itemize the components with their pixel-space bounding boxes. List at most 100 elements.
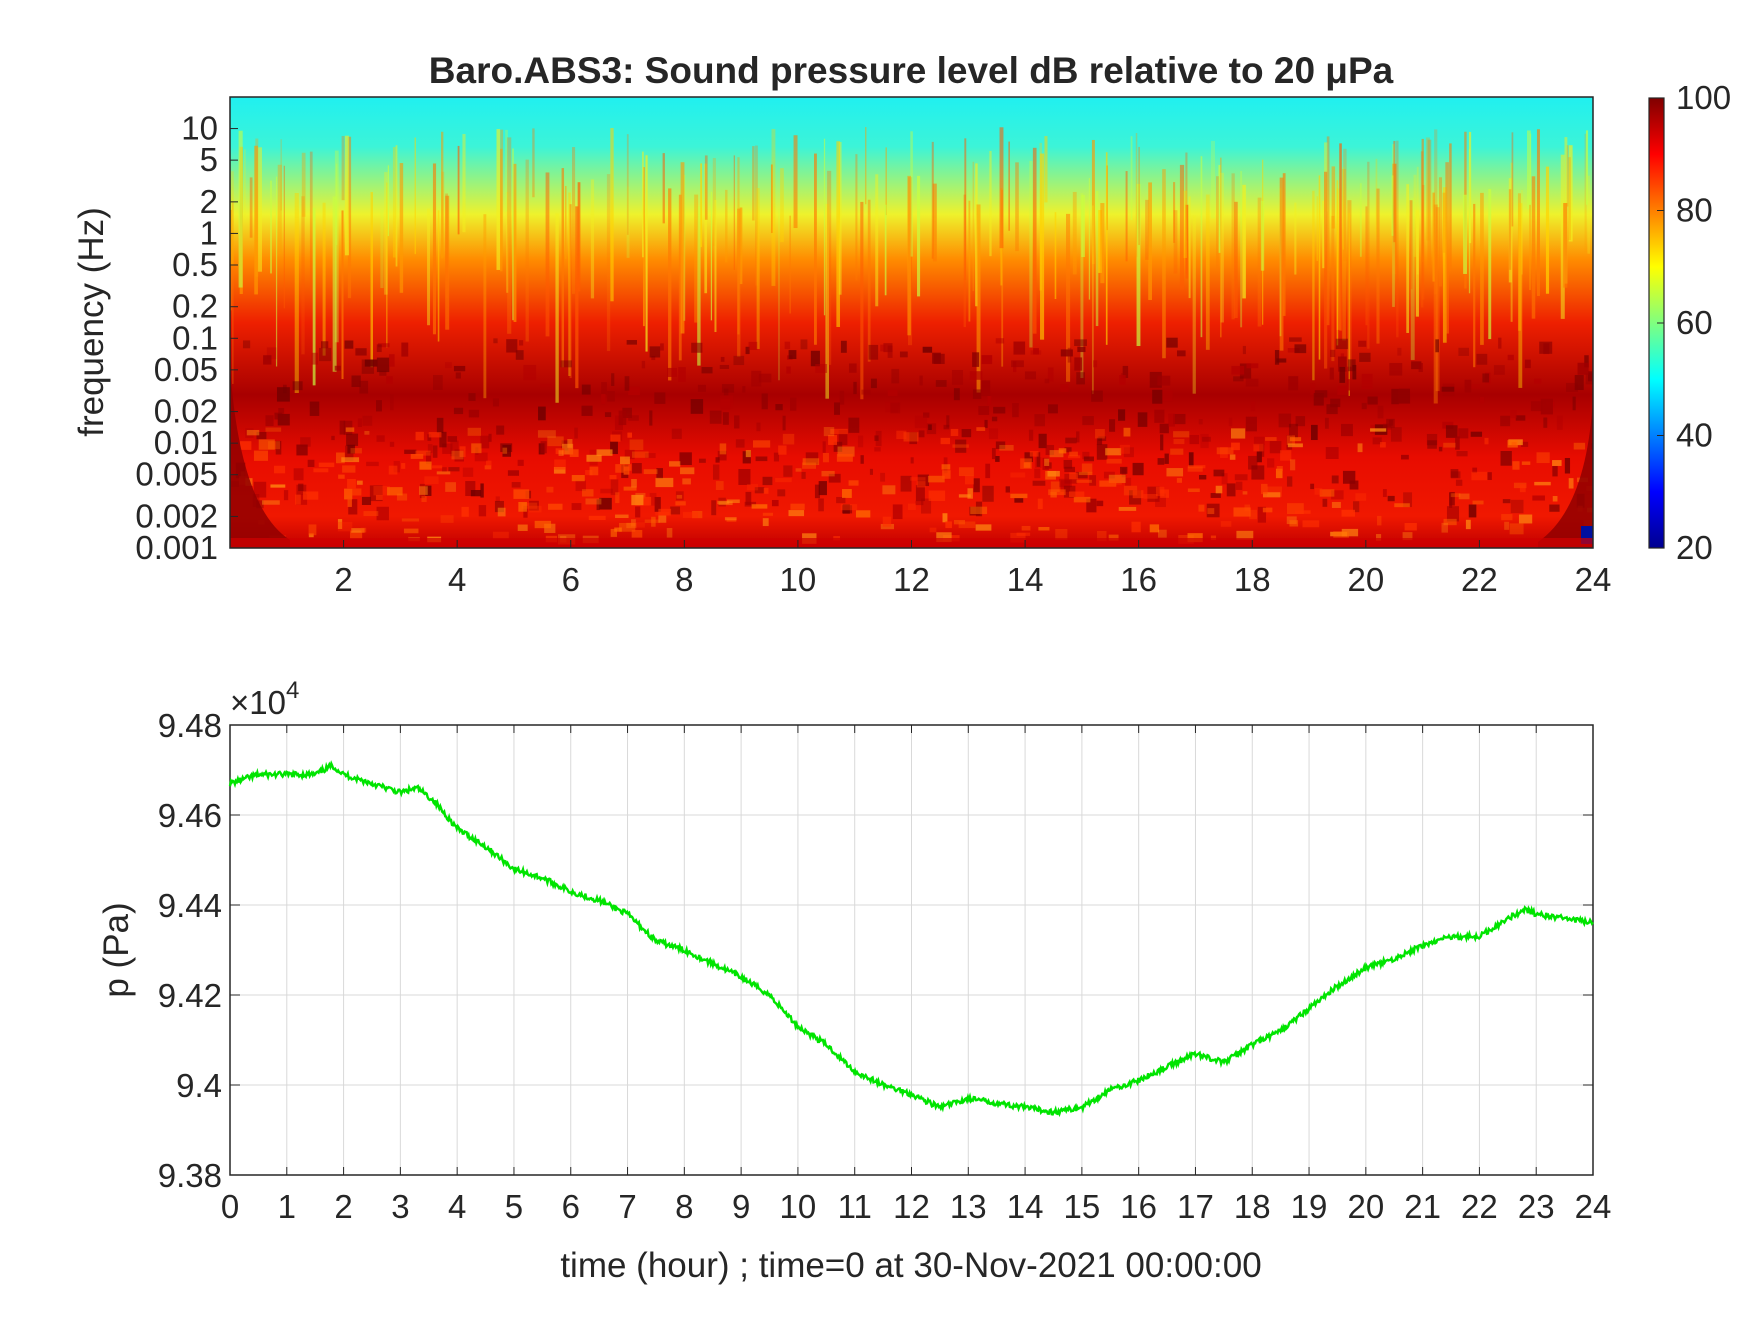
spec-dark-cell <box>995 441 1006 449</box>
spec-bright-cell <box>585 470 593 476</box>
spec-streak <box>626 186 630 258</box>
spec-bright-cell <box>1160 489 1169 498</box>
spec-bright-cell <box>1552 460 1562 466</box>
spec-dark-cell <box>773 452 780 462</box>
line-y-tick-label: 9.46 <box>158 797 222 834</box>
spec-dark-cell <box>496 425 505 435</box>
spec-bright-cell <box>615 464 625 473</box>
spec-bright-cell <box>651 516 656 527</box>
spec-dark-cell <box>283 490 289 501</box>
spec-dark-cell <box>1096 444 1108 460</box>
spec-dark-cell <box>1075 471 1088 479</box>
spec-bright-cell <box>344 488 362 496</box>
spec-dark-cell <box>1074 357 1083 371</box>
spec-dark-cell <box>1154 409 1165 423</box>
spec-bright-cell <box>788 510 805 517</box>
spec-bright-cell <box>502 447 508 454</box>
spec-dark-cell <box>242 340 251 349</box>
spectrogram-x-ticks: 2 4 6 8 10 12 14 16 18 20 22 24 <box>334 540 1611 598</box>
spec-streak <box>1410 198 1415 360</box>
spec-dark-cell <box>1044 378 1050 384</box>
spec-bright-cell <box>1331 501 1341 508</box>
spec-dark-cell <box>899 351 908 358</box>
spec-dark-cell <box>1228 417 1233 427</box>
spec-streak <box>825 203 830 399</box>
spec-dark-cell <box>581 384 591 395</box>
spec-dark-cell <box>698 458 706 463</box>
spec-bright-cell <box>388 465 398 475</box>
spec-bright-cell <box>830 428 848 435</box>
spec-dark-cell <box>1269 441 1282 454</box>
spec-dark-cell <box>978 405 990 415</box>
spec-streak <box>642 167 645 327</box>
spec-streak <box>1185 204 1189 279</box>
spec-y-tick-label: 10 <box>181 110 218 147</box>
spec-streak <box>230 171 234 266</box>
spec-bright-cell <box>459 446 466 458</box>
spec-bright-cell <box>936 532 952 543</box>
spec-dark-cell <box>654 497 661 512</box>
spec-bright-cell <box>569 449 579 457</box>
spec-streak <box>301 152 306 217</box>
spec-dark-cell <box>1157 458 1165 465</box>
spec-streak <box>1324 142 1328 212</box>
spec-bright-cell <box>614 527 622 532</box>
spec-bright-cell <box>958 467 974 477</box>
spec-bright-cell <box>1521 461 1531 465</box>
spec-bright-cell <box>1511 442 1517 448</box>
spec-streak <box>275 176 278 367</box>
spec-dark-cell <box>1024 371 1037 380</box>
spec-streak <box>733 155 735 270</box>
spec-dark-cell <box>745 491 752 505</box>
spec-bright-cell <box>273 465 286 474</box>
spec-streak <box>1032 147 1037 334</box>
spec-bright-cell <box>1207 508 1215 515</box>
spec-streak <box>1563 203 1568 288</box>
spec-dark-cell <box>1295 416 1306 427</box>
spec-streak <box>1473 203 1476 368</box>
spec-dark-cell <box>1077 346 1086 353</box>
spec-bright-cell <box>1402 532 1413 541</box>
spec-bright-cell <box>762 512 774 516</box>
spec-streak <box>1560 154 1565 319</box>
spec-bright-cell <box>746 483 759 491</box>
colorbar-ticks: 100 80 60 40 20 <box>1657 79 1731 566</box>
spec-dark-cell <box>276 387 290 402</box>
spec-dark-cell <box>1455 479 1463 486</box>
spec-streak <box>704 163 708 294</box>
spec-streak <box>532 128 535 198</box>
spec-bright-cell <box>1507 440 1518 448</box>
line-y-tick-label: 9.44 <box>158 887 222 924</box>
spec-streak <box>793 135 798 229</box>
spec-dark-cell <box>1487 472 1492 480</box>
spec-bright-cell <box>821 470 835 477</box>
spec-dark-cell <box>494 500 504 513</box>
spec-dark-cell <box>853 381 857 395</box>
spec-dark-cell <box>1340 353 1345 359</box>
spec-dark-cell <box>331 435 335 441</box>
spec-dark-cell <box>914 415 928 429</box>
spec-dark-cell <box>734 415 740 429</box>
spec-bright-cell <box>658 508 672 516</box>
spec-dark-cell <box>828 473 841 483</box>
spec-bright-cell <box>632 451 649 458</box>
spec-dark-cell <box>656 468 663 479</box>
spec-bright-cell <box>1262 507 1273 513</box>
colorbar-tick-label: 20 <box>1676 529 1713 566</box>
line-x-tick-label: 16 <box>1120 1188 1157 1225</box>
spec-streak <box>254 145 258 295</box>
line-x-tick-label: 23 <box>1518 1188 1555 1225</box>
spec-bright-cell <box>916 481 926 488</box>
spec-dark-cell <box>468 409 480 418</box>
spec-streak <box>756 188 760 349</box>
spec-dark-cell <box>427 444 433 453</box>
spec-dark-cell <box>1123 447 1134 458</box>
spec-bright-cell <box>1275 468 1283 479</box>
spec-dark-cell <box>275 440 282 455</box>
spec-bright-cell <box>415 450 431 456</box>
spec-dark-cell <box>600 488 613 494</box>
spec-streak <box>1375 158 1378 235</box>
spec-bright-cell <box>396 493 408 501</box>
spec-streak <box>910 131 913 257</box>
spec-y-tick-label: 0.02 <box>154 393 218 430</box>
